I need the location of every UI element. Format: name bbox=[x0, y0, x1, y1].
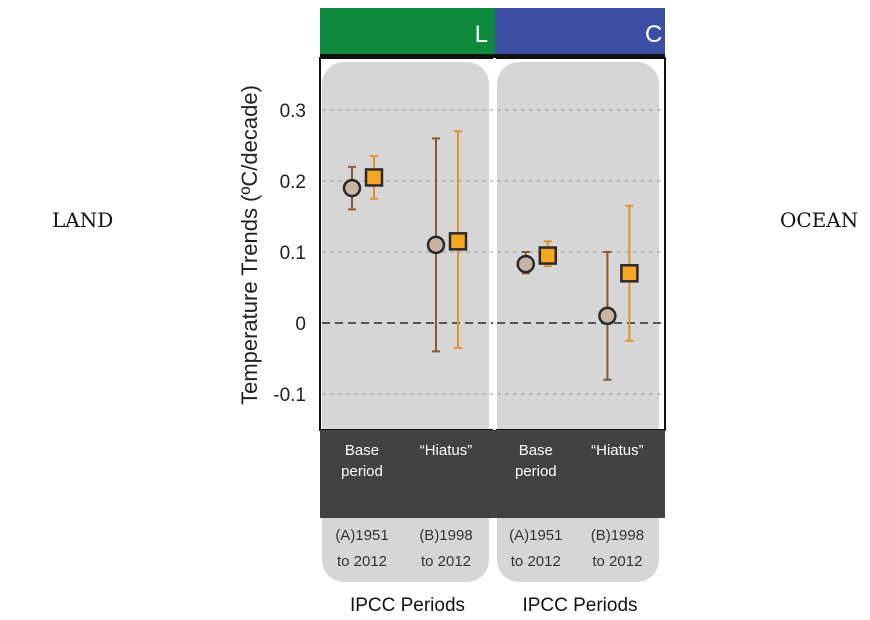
data-point-circle bbox=[426, 235, 446, 255]
category-band bbox=[495, 430, 665, 518]
category-band bbox=[320, 430, 495, 518]
data-point-circle bbox=[598, 306, 617, 326]
y-tick-label: -0.1 bbox=[273, 385, 306, 406]
data-point-square bbox=[364, 168, 384, 187]
category-label: “Hiatus” bbox=[420, 442, 473, 459]
y-tick-label: 0.3 bbox=[280, 101, 306, 122]
ocean-header-bar bbox=[495, 8, 665, 54]
period-label: to 2012 bbox=[592, 553, 642, 570]
category-label: period bbox=[341, 463, 383, 480]
header-divider bbox=[320, 54, 495, 57]
period-label: to 2012 bbox=[421, 553, 471, 570]
category-label: Base bbox=[519, 442, 553, 459]
period-label: (A)1951 bbox=[335, 527, 388, 544]
land-header-bar bbox=[320, 8, 495, 54]
period-label: (B)1998 bbox=[419, 527, 472, 544]
panel-header-letter: L bbox=[475, 21, 488, 48]
panel-separator bbox=[493, 58, 496, 430]
category-label: “Hiatus” bbox=[591, 442, 644, 459]
data-point-square bbox=[538, 246, 558, 265]
data-point-square bbox=[620, 264, 639, 283]
data-point-circle bbox=[342, 178, 362, 198]
data-point-square bbox=[448, 232, 468, 251]
period-label: (A)1951 bbox=[509, 527, 562, 544]
period-label: to 2012 bbox=[511, 553, 561, 570]
category-label: period bbox=[515, 463, 557, 480]
y-axis-label: Temperature Trends (ºC/decade) bbox=[237, 85, 262, 405]
y-tick-label: 0.1 bbox=[280, 243, 306, 264]
ipcc-periods-label: IPCC Periods bbox=[522, 595, 637, 616]
y-tick-label: 0.2 bbox=[280, 172, 306, 193]
ipcc-periods-label: IPCC Periods bbox=[350, 595, 465, 616]
ocean-label: OCEAN bbox=[780, 208, 859, 232]
period-label: to 2012 bbox=[337, 553, 387, 570]
header-divider bbox=[495, 54, 665, 57]
y-tick-label: 0 bbox=[295, 314, 306, 335]
panel-header-letter: C bbox=[645, 21, 662, 48]
category-label: Base bbox=[345, 442, 379, 459]
data-point-circle bbox=[516, 254, 536, 274]
period-label: (B)1998 bbox=[591, 527, 644, 544]
land-label: LAND bbox=[52, 208, 114, 232]
